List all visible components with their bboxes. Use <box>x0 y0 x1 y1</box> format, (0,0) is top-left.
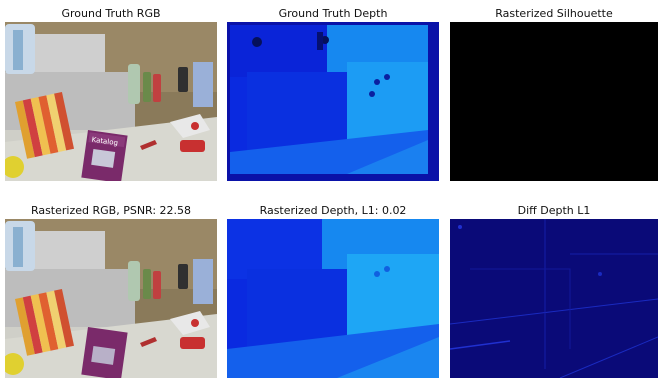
panel-title-rast-depth: Rasterized Depth, L1: 0.02 <box>259 204 407 217</box>
panel-title-gt-depth: Ground Truth Depth <box>278 7 388 20</box>
panel-title-gt-rgb: Ground Truth RGB <box>61 7 161 20</box>
panel-title-rast-rgb: Rasterized RGB, PSNR: 22.58 <box>30 204 192 217</box>
diff-depth-image <box>450 219 658 378</box>
silhouette-image <box>450 22 658 181</box>
gt-rgb-image: Katalog <box>5 22 217 181</box>
magazine-title: Katalog <box>91 136 118 148</box>
rast-rgb-image <box>5 219 217 378</box>
rast-depth-image <box>227 219 439 378</box>
gt-depth-image <box>227 22 439 181</box>
panel-title-silhouette: Rasterized Silhouette <box>495 7 613 20</box>
panel-title-diff-depth: Diff Depth L1 <box>517 204 591 217</box>
